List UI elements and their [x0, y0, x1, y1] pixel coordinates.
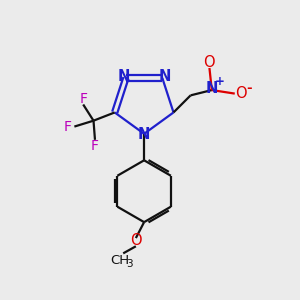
- Text: F: F: [64, 120, 72, 134]
- Text: N: N: [117, 69, 130, 84]
- Text: F: F: [91, 139, 99, 153]
- Text: 3: 3: [126, 259, 132, 269]
- Text: O: O: [204, 55, 215, 70]
- Text: N: N: [138, 127, 150, 142]
- Text: -: -: [246, 82, 252, 95]
- Text: F: F: [79, 92, 87, 106]
- Text: N: N: [206, 81, 218, 96]
- Text: O: O: [130, 233, 142, 248]
- Text: CH: CH: [110, 254, 129, 267]
- Text: N: N: [158, 69, 171, 84]
- Text: O: O: [235, 85, 247, 100]
- Text: +: +: [215, 75, 225, 88]
